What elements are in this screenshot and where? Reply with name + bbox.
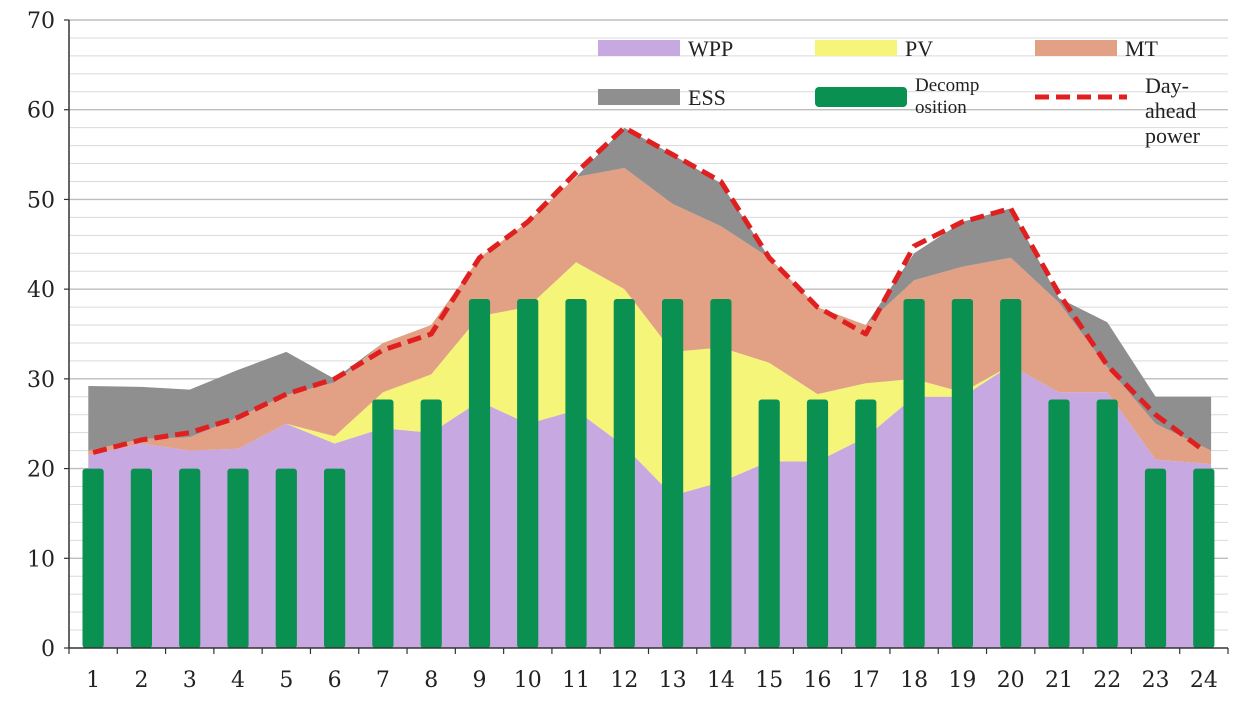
decomposition-bar (951, 299, 973, 648)
area-mt (88, 168, 1212, 465)
decomposition-bar (662, 299, 684, 648)
x-tick-label: 1 (86, 668, 100, 693)
x-tick-label: 12 (610, 668, 638, 693)
decomposition-bar (468, 299, 491, 648)
x-tick-label: 7 (376, 668, 390, 693)
decomposition-bar (1096, 399, 1118, 648)
decomposition-bar (372, 399, 394, 648)
legend-label: osition (915, 97, 967, 118)
decomposition-bar (903, 299, 925, 648)
area-wpp (88, 365, 1212, 648)
legend-label: Decomp (915, 75, 979, 96)
legend-label: PV (905, 36, 933, 61)
legend-label: power (1145, 123, 1201, 148)
y-tick-label: 50 (27, 188, 55, 213)
x-tick-label: 16 (804, 668, 832, 693)
decomposition-bar (420, 399, 442, 648)
decomposition-bar (82, 468, 104, 648)
x-tick-label: 24 (1190, 668, 1218, 693)
x-tick-label: 18 (900, 668, 928, 693)
legend-swatch (815, 87, 907, 107)
y-tick-label: 20 (27, 458, 55, 483)
x-tick-label: 3 (183, 668, 197, 693)
x-tick-label: 9 (472, 668, 486, 693)
x-tick-label: 15 (755, 668, 783, 693)
legend-item-wpp: WPP (598, 36, 733, 61)
decomposition-bar (710, 299, 732, 648)
x-tick-label: 13 (659, 668, 687, 693)
stacked-areas (88, 127, 1212, 648)
legend-item-pv: PV (815, 36, 933, 61)
decomposition-bar (1048, 399, 1070, 648)
y-tick-label: 70 (27, 9, 55, 34)
decomposition-bar (758, 399, 780, 648)
x-tick-label: 11 (562, 668, 590, 693)
x-tick-label: 14 (707, 668, 735, 693)
legend-item-ess: ESS (598, 85, 726, 110)
area-ess (88, 127, 1212, 451)
decomposition-bar (1000, 299, 1022, 648)
x-tick-label: 22 (1093, 668, 1121, 693)
legend-label: WPP (688, 36, 733, 61)
legend-swatch (815, 40, 897, 56)
x-tick-label: 17 (852, 668, 880, 693)
legend-swatch (598, 89, 680, 105)
decomposition-bar (613, 299, 635, 648)
legend-swatch (598, 40, 680, 56)
y-tick-label: 40 (27, 278, 55, 303)
x-tick-label: 4 (231, 668, 245, 693)
x-tick-label: 6 (328, 668, 342, 693)
x-tick-label: 5 (279, 668, 293, 693)
y-tick-label: 0 (41, 637, 55, 662)
decomposition-bar (1144, 468, 1167, 648)
decomposition-bar (275, 468, 297, 648)
day-ahead-power-line (92, 125, 1206, 455)
decomposition-bar (324, 468, 346, 648)
y-tick-label: 10 (27, 547, 55, 572)
y-tick-label: 30 (27, 368, 55, 393)
x-tick-label: 21 (1045, 668, 1073, 693)
decomposition-bars (82, 299, 1215, 648)
legend-label: Day- (1145, 73, 1189, 98)
legend-label: ahead (1145, 98, 1196, 123)
y-tick-label: 60 (27, 99, 55, 124)
decomposition-bar (1193, 468, 1215, 648)
x-tick-label: 23 (1142, 668, 1170, 693)
x-tick-label: 19 (948, 668, 976, 693)
legend-label: ESS (688, 85, 726, 110)
x-tick-label: 8 (424, 668, 438, 693)
area-pv (88, 262, 1212, 496)
decomposition-bar (565, 299, 587, 648)
decomposition-bar (517, 299, 539, 648)
decomposition-bar (855, 399, 877, 648)
decomposition-bar (227, 468, 249, 648)
legend-item-mt: MT (1035, 36, 1159, 61)
x-tick-label: 20 (997, 668, 1025, 693)
decomposition-bar (806, 399, 829, 648)
legend-swatch (1035, 40, 1117, 56)
decomposition-bar (179, 468, 201, 648)
x-tick-label: 2 (134, 668, 148, 693)
legend-label: MT (1125, 36, 1159, 61)
day-ahead-line (92, 125, 1206, 455)
x-tick-label: 10 (514, 668, 542, 693)
decomposition-bar (130, 468, 152, 648)
